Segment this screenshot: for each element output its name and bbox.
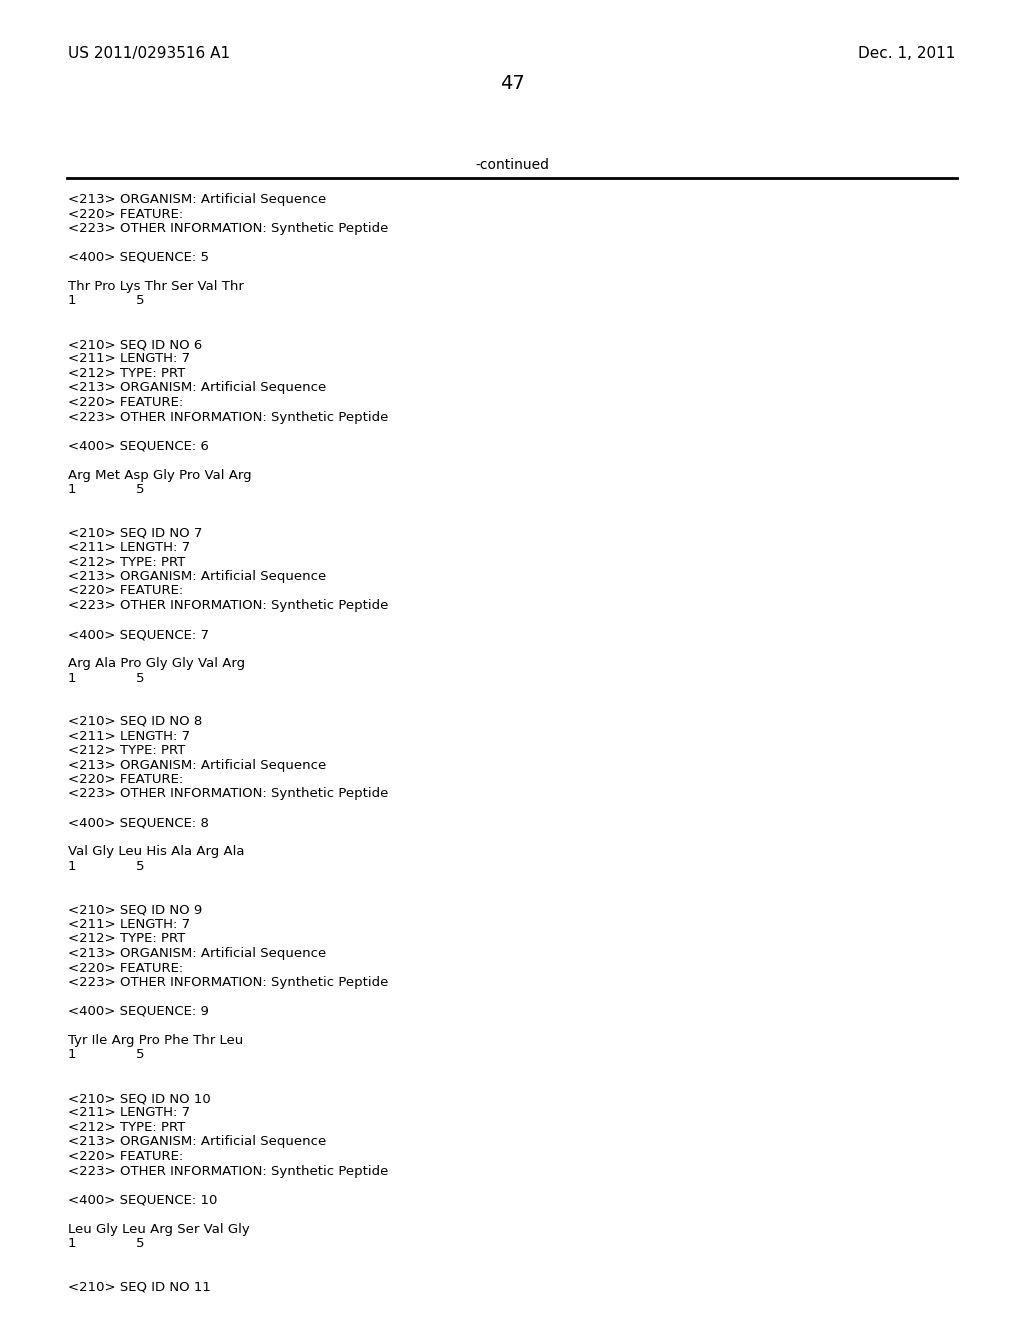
Text: <220> FEATURE:: <220> FEATURE:: [68, 774, 183, 785]
Text: <212> TYPE: PRT: <212> TYPE: PRT: [68, 1121, 185, 1134]
Text: <211> LENGTH: 7: <211> LENGTH: 7: [68, 541, 190, 554]
Text: Val Gly Leu His Ala Arg Ala: Val Gly Leu His Ala Arg Ala: [68, 846, 245, 858]
Text: <210> SEQ ID NO 10: <210> SEQ ID NO 10: [68, 1092, 211, 1105]
Text: 1              5: 1 5: [68, 483, 144, 496]
Text: <210> SEQ ID NO 8: <210> SEQ ID NO 8: [68, 715, 203, 729]
Text: <223> OTHER INFORMATION: Synthetic Peptide: <223> OTHER INFORMATION: Synthetic Pepti…: [68, 599, 388, 612]
Text: <212> TYPE: PRT: <212> TYPE: PRT: [68, 932, 185, 945]
Text: <213> ORGANISM: Artificial Sequence: <213> ORGANISM: Artificial Sequence: [68, 381, 327, 395]
Text: <213> ORGANISM: Artificial Sequence: <213> ORGANISM: Artificial Sequence: [68, 759, 327, 771]
Text: <211> LENGTH: 7: <211> LENGTH: 7: [68, 917, 190, 931]
Text: <220> FEATURE:: <220> FEATURE:: [68, 396, 183, 409]
Text: 1              5: 1 5: [68, 294, 144, 308]
Text: <211> LENGTH: 7: <211> LENGTH: 7: [68, 1106, 190, 1119]
Text: -continued: -continued: [475, 158, 549, 172]
Text: <220> FEATURE:: <220> FEATURE:: [68, 961, 183, 974]
Text: <212> TYPE: PRT: <212> TYPE: PRT: [68, 556, 185, 569]
Text: <213> ORGANISM: Artificial Sequence: <213> ORGANISM: Artificial Sequence: [68, 1135, 327, 1148]
Text: 1              5: 1 5: [68, 1048, 144, 1061]
Text: <211> LENGTH: 7: <211> LENGTH: 7: [68, 730, 190, 742]
Text: <212> TYPE: PRT: <212> TYPE: PRT: [68, 367, 185, 380]
Text: 1              5: 1 5: [68, 1237, 144, 1250]
Text: <213> ORGANISM: Artificial Sequence: <213> ORGANISM: Artificial Sequence: [68, 570, 327, 583]
Text: Tyr Ile Arg Pro Phe Thr Leu: Tyr Ile Arg Pro Phe Thr Leu: [68, 1034, 244, 1047]
Text: <400> SEQUENCE: 10: <400> SEQUENCE: 10: [68, 1193, 217, 1206]
Text: <223> OTHER INFORMATION: Synthetic Peptide: <223> OTHER INFORMATION: Synthetic Pepti…: [68, 411, 388, 424]
Text: <223> OTHER INFORMATION: Synthetic Peptide: <223> OTHER INFORMATION: Synthetic Pepti…: [68, 222, 388, 235]
Text: Arg Ala Pro Gly Gly Val Arg: Arg Ala Pro Gly Gly Val Arg: [68, 657, 245, 671]
Text: Thr Pro Lys Thr Ser Val Thr: Thr Pro Lys Thr Ser Val Thr: [68, 280, 244, 293]
Text: <223> OTHER INFORMATION: Synthetic Peptide: <223> OTHER INFORMATION: Synthetic Pepti…: [68, 975, 388, 989]
Text: <400> SEQUENCE: 9: <400> SEQUENCE: 9: [68, 1005, 209, 1018]
Text: Leu Gly Leu Arg Ser Val Gly: Leu Gly Leu Arg Ser Val Gly: [68, 1222, 250, 1236]
Text: Dec. 1, 2011: Dec. 1, 2011: [858, 46, 955, 61]
Text: <220> FEATURE:: <220> FEATURE:: [68, 585, 183, 598]
Text: <211> LENGTH: 7: <211> LENGTH: 7: [68, 352, 190, 366]
Text: 47: 47: [500, 74, 524, 92]
Text: <210> SEQ ID NO 11: <210> SEQ ID NO 11: [68, 1280, 211, 1294]
Text: <212> TYPE: PRT: <212> TYPE: PRT: [68, 744, 185, 756]
Text: <400> SEQUENCE: 8: <400> SEQUENCE: 8: [68, 817, 209, 829]
Text: <400> SEQUENCE: 6: <400> SEQUENCE: 6: [68, 440, 209, 453]
Text: Arg Met Asp Gly Pro Val Arg: Arg Met Asp Gly Pro Val Arg: [68, 469, 252, 482]
Text: <400> SEQUENCE: 7: <400> SEQUENCE: 7: [68, 628, 209, 642]
Text: US 2011/0293516 A1: US 2011/0293516 A1: [68, 46, 230, 61]
Text: <210> SEQ ID NO 9: <210> SEQ ID NO 9: [68, 903, 203, 916]
Text: 1              5: 1 5: [68, 672, 144, 685]
Text: <223> OTHER INFORMATION: Synthetic Peptide: <223> OTHER INFORMATION: Synthetic Pepti…: [68, 1164, 388, 1177]
Text: <210> SEQ ID NO 7: <210> SEQ ID NO 7: [68, 527, 203, 540]
Text: <220> FEATURE:: <220> FEATURE:: [68, 1150, 183, 1163]
Text: <223> OTHER INFORMATION: Synthetic Peptide: <223> OTHER INFORMATION: Synthetic Pepti…: [68, 788, 388, 800]
Text: <400> SEQUENCE: 5: <400> SEQUENCE: 5: [68, 251, 209, 264]
Text: <210> SEQ ID NO 6: <210> SEQ ID NO 6: [68, 338, 203, 351]
Text: <213> ORGANISM: Artificial Sequence: <213> ORGANISM: Artificial Sequence: [68, 946, 327, 960]
Text: 1              5: 1 5: [68, 861, 144, 873]
Text: <213> ORGANISM: Artificial Sequence: <213> ORGANISM: Artificial Sequence: [68, 193, 327, 206]
Text: <220> FEATURE:: <220> FEATURE:: [68, 207, 183, 220]
